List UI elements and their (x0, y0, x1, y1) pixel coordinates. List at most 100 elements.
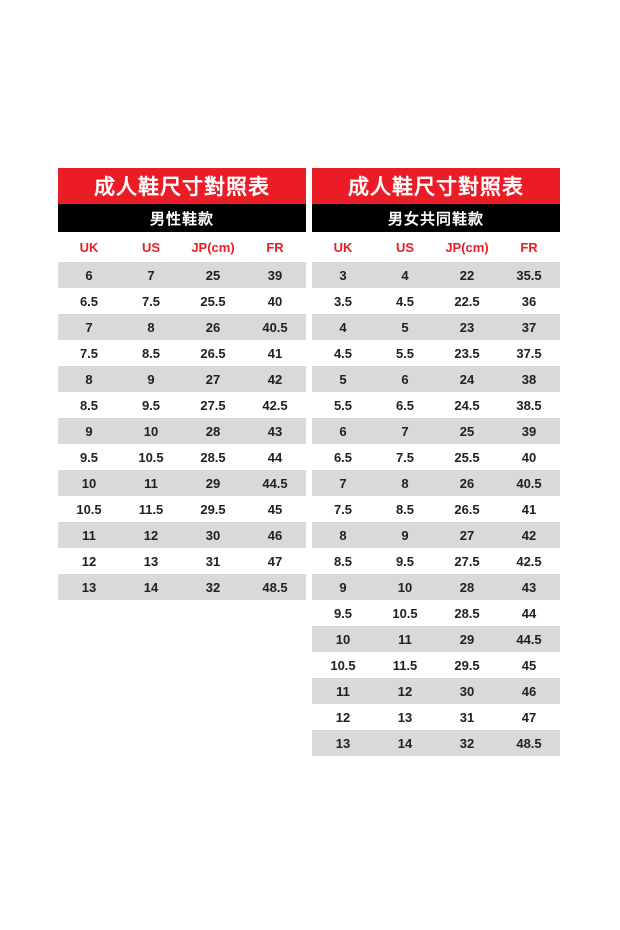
table-cell: 11 (144, 475, 158, 491)
table-row: 3 4 22 35.5 (312, 262, 560, 288)
table-cell: 29.5 (454, 657, 480, 673)
table-cell: 11 (82, 527, 96, 543)
column-header-cell: UK (79, 239, 99, 255)
table-cell: 4.5 (395, 293, 415, 309)
table-cell: 26 (459, 475, 475, 491)
mens-column-headers: UK US JP(cm) FR (58, 232, 306, 262)
table-cell: 9.5 (79, 449, 99, 465)
table-cell: 9.5 (333, 605, 353, 621)
table-cell: 28.5 (200, 449, 226, 465)
table-cell: 10.5 (76, 501, 102, 517)
table-cell: 8.5 (395, 501, 415, 517)
size-chart-tables: 成人鞋尺寸對照表 男性鞋款 UK US JP(cm) FR 6 7 25 39 6.5 7.5 2… (58, 168, 560, 756)
table-cell: 31 (459, 709, 475, 725)
table-row: 7.5 8.5 26.5 41 (58, 340, 306, 366)
table-cell: 10.5 (330, 657, 356, 673)
table-cell: 3.5 (333, 293, 353, 309)
table-cell: 12 (143, 527, 159, 543)
table-cell: 10 (81, 475, 97, 491)
table-row: 10.5 11.5 29.5 45 (58, 496, 306, 522)
table-cell: 13 (397, 709, 413, 725)
table-cell: 27 (205, 371, 221, 387)
table-cell: 9 (147, 371, 155, 387)
table-cell: 29 (459, 631, 475, 647)
table-row: 6.5 7.5 25.5 40 (312, 444, 560, 470)
table-cell: 48.5 (516, 735, 542, 751)
table-row: 8 9 27 42 (312, 522, 560, 548)
column-header-cell: US (141, 239, 161, 255)
table-cell: 28.5 (454, 605, 480, 621)
table-cell: 7.5 (333, 501, 353, 517)
table-cell: 29 (205, 475, 221, 491)
column-header-cell: FR (266, 239, 284, 255)
table-cell: 6 (339, 423, 347, 439)
table-cell: 9 (85, 423, 93, 439)
table-cell: 8.5 (79, 397, 99, 413)
mens-table-rows: 6 7 25 39 6.5 7.5 25.5 40 7 8 26 40.5 7.5 8.5 26.5 41 8 9… (58, 262, 306, 600)
table-cell: 13 (335, 735, 351, 751)
table-cell: 24.5 (454, 397, 480, 413)
table-cell: 42.5 (262, 397, 288, 413)
table-cell: 35.5 (516, 267, 542, 283)
table-row: 10 11 29 44.5 (312, 626, 560, 652)
table-cell: 27.5 (200, 397, 226, 413)
table-row: 6.5 7.5 25.5 40 (58, 288, 306, 314)
table-row: 8.5 9.5 27.5 42.5 (312, 548, 560, 574)
table-row: 8 9 27 42 (58, 366, 306, 392)
table-cell: 10 (335, 631, 351, 647)
unisex-column-headers: UK US JP(cm) FR (312, 232, 560, 262)
table-row: 12 13 31 47 (312, 704, 560, 730)
table-cell: 6.5 (79, 293, 99, 309)
table-row: 7 8 26 40.5 (312, 470, 560, 496)
table-cell: 8 (85, 371, 93, 387)
table-cell: 38 (521, 371, 537, 387)
table-row: 7.5 8.5 26.5 41 (312, 496, 560, 522)
table-cell: 11 (336, 683, 350, 699)
table-row: 4 5 23 37 (312, 314, 560, 340)
table-cell: 4 (339, 319, 347, 335)
table-row: 11 12 30 46 (312, 678, 560, 704)
table-cell: 6 (401, 371, 409, 387)
table-cell: 25.5 (454, 449, 480, 465)
table-cell: 4.5 (333, 345, 353, 361)
table-cell: 8 (147, 319, 155, 335)
table-row: 5 6 24 38 (312, 366, 560, 392)
table-cell: 9 (339, 579, 347, 595)
table-cell: 32 (205, 579, 221, 595)
table-cell: 43 (521, 579, 537, 595)
table-cell: 46 (267, 527, 283, 543)
table-cell: 28 (205, 423, 221, 439)
column-header-cell: UK (333, 239, 353, 255)
table-cell: 12 (397, 683, 413, 699)
table-row: 7 8 26 40.5 (58, 314, 306, 340)
table-cell: 42.5 (516, 553, 542, 569)
table-cell: 47 (267, 553, 283, 569)
table-cell: 41 (521, 501, 537, 517)
table-cell: 8.5 (333, 553, 353, 569)
table-cell: 25.5 (200, 293, 226, 309)
table-cell: 37.5 (516, 345, 542, 361)
table-row: 10.5 11.5 29.5 45 (312, 652, 560, 678)
table-cell: 7 (85, 319, 93, 335)
unisex-table-rows: 3 4 22 35.5 3.5 4.5 22.5 36 4 5 23 37 4.5 5.5 23.5 37.5… (312, 262, 560, 756)
table-cell: 23 (459, 319, 475, 335)
table-cell: 45 (521, 657, 537, 673)
table-cell: 25 (205, 267, 221, 283)
table-cell: 7.5 (395, 449, 415, 465)
table-cell: 40.5 (516, 475, 542, 491)
table-cell: 26 (205, 319, 221, 335)
table-cell: 7 (401, 423, 409, 439)
table-row: 9.5 10.5 28.5 44 (312, 600, 560, 626)
table-cell: 24 (459, 371, 475, 387)
table-cell: 30 (459, 683, 475, 699)
table-row: 13 14 32 48.5 (58, 574, 306, 600)
table-cell: 26.5 (200, 345, 226, 361)
table-cell: 6.5 (395, 397, 415, 413)
table-cell: 44 (267, 449, 283, 465)
table-cell: 28 (459, 579, 475, 595)
table-cell: 5.5 (395, 345, 415, 361)
table-cell: 4 (401, 267, 409, 283)
table-cell: 12 (335, 709, 351, 725)
table-cell: 6.5 (333, 449, 353, 465)
table-row: 11 12 30 46 (58, 522, 306, 548)
